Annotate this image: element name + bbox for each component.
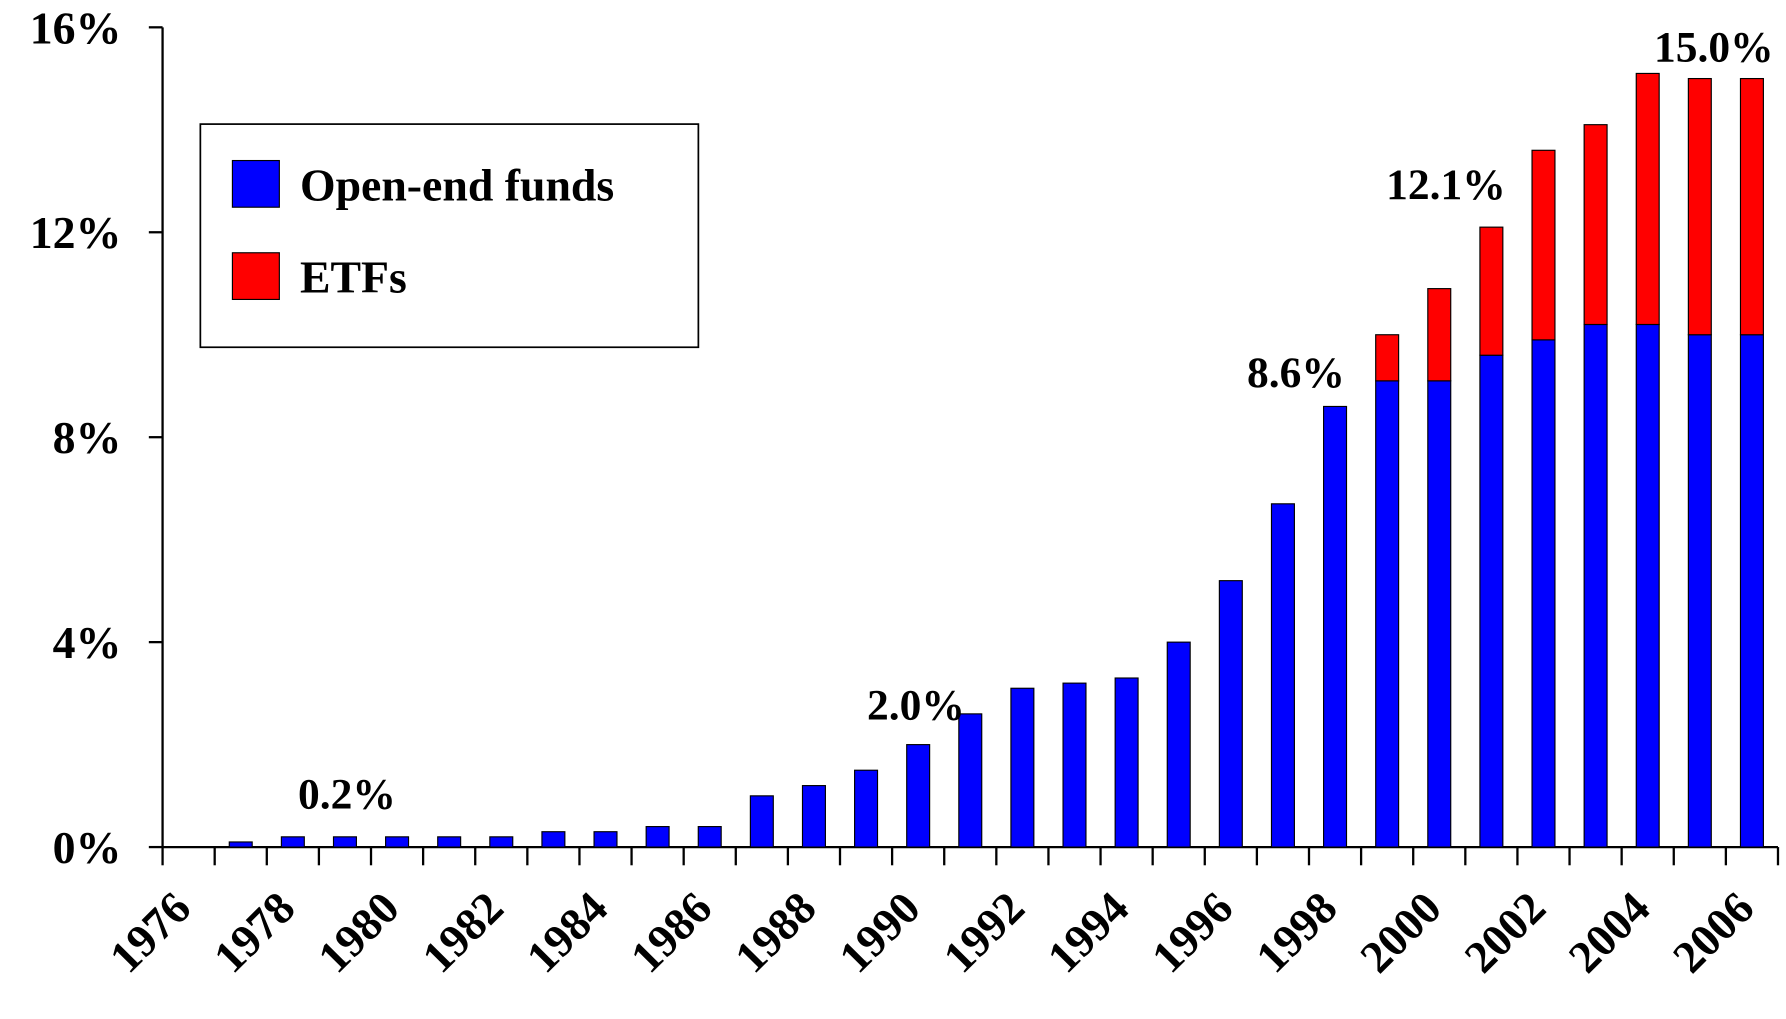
bar-segment [1687, 334, 1712, 848]
x-tick-label: 2006 [1663, 882, 1764, 982]
bar-segment [1166, 641, 1191, 848]
bar-segment [228, 841, 253, 848]
bar-segment [1375, 380, 1400, 848]
x-tick-label: 1988 [725, 882, 826, 982]
annotation: 2.0% [867, 682, 965, 730]
bar-segment [854, 769, 879, 848]
x-tick-label: 1990 [829, 882, 930, 982]
bar-segment [332, 836, 357, 848]
bar-segment [1739, 77, 1764, 336]
bar-segment [801, 785, 826, 848]
bar-segment [1218, 580, 1243, 848]
x-tick-label: 2002 [1454, 882, 1555, 982]
bar-segment [1323, 405, 1348, 848]
x-tick-label: 2000 [1350, 882, 1451, 982]
legend-label: Open-end funds [300, 159, 614, 210]
y-tick-label: 12% [30, 207, 122, 258]
x-tick-label: 1996 [1142, 882, 1243, 982]
x-tick-label: 1998 [1246, 882, 1347, 982]
x-tick-label: 1984 [516, 882, 617, 982]
annotation: 12.1% [1386, 161, 1506, 209]
bar-segment [541, 831, 566, 848]
x-tick-label: 1982 [412, 882, 513, 982]
bar-segment [1687, 77, 1712, 336]
y-tick-label: 16% [30, 2, 122, 53]
annotation: 15.0% [1654, 24, 1774, 72]
bar-segment [1531, 149, 1556, 341]
x-tick-label: 1986 [620, 882, 721, 982]
legend-swatch [231, 252, 280, 301]
legend-label: ETFs [300, 252, 407, 303]
bar-segment [645, 826, 670, 848]
legend-swatch [231, 159, 280, 208]
bar-segment [593, 831, 618, 848]
bar-segment [385, 836, 410, 848]
bar-segment [1375, 334, 1400, 382]
y-tick-label: 4% [53, 617, 122, 668]
x-tick-label: 1976 [99, 882, 200, 982]
bar-segment [489, 836, 514, 848]
bar-segment [1635, 323, 1660, 848]
bar-segment [1114, 677, 1139, 848]
bar-segment [1583, 323, 1608, 848]
bar-segment [906, 744, 931, 848]
bar-segment [1739, 334, 1764, 848]
bar-segment [1427, 288, 1452, 382]
x-tick-label: 1992 [933, 882, 1034, 982]
bar-segment [1270, 503, 1295, 848]
x-tick-label: 1994 [1037, 882, 1138, 982]
bar-segment [1531, 339, 1556, 848]
bar-segment [1479, 354, 1504, 848]
bar-segment [697, 826, 722, 848]
bar-segment [749, 795, 774, 848]
y-tick-label: 8% [53, 412, 122, 463]
bar-segment [1062, 682, 1087, 848]
bar-segment [1635, 72, 1660, 326]
x-tick-label: 2004 [1558, 882, 1659, 982]
bar-segment [1479, 226, 1504, 356]
bar-segment [1427, 380, 1452, 848]
legend: Open-end funds ETFs [199, 123, 700, 349]
bar-segment [437, 836, 462, 848]
annotation: 8.6% [1247, 349, 1345, 397]
bar-segment [958, 713, 983, 848]
bar-segment [1010, 687, 1035, 848]
bar-segment [280, 836, 305, 848]
bar-segment [1583, 124, 1608, 326]
y-tick-label: 0% [53, 822, 122, 873]
x-tick-label: 1978 [204, 882, 305, 982]
annotation: 0.2% [298, 770, 396, 818]
x-tick-label: 1980 [308, 882, 409, 982]
legend-box [199, 123, 700, 349]
